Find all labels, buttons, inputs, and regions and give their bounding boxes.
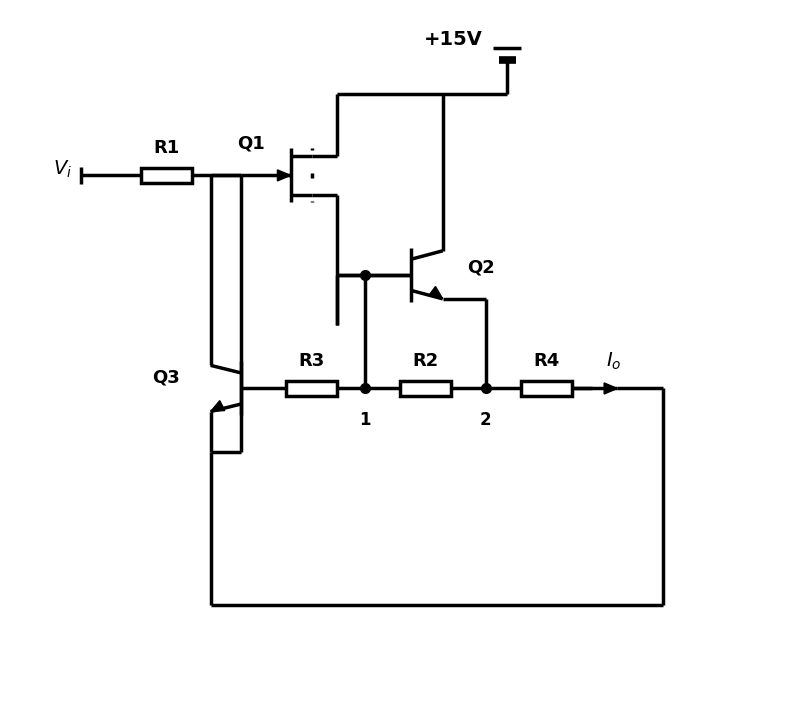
Bar [141, 168, 192, 183]
Text: R3: R3 [299, 352, 325, 371]
Text: 2: 2 [480, 411, 492, 429]
Polygon shape [604, 383, 617, 394]
Polygon shape [429, 287, 442, 299]
Text: R4: R4 [533, 352, 560, 371]
Bar [400, 381, 451, 396]
Text: $V_i$: $V_i$ [54, 159, 72, 180]
Bar [521, 381, 572, 396]
Text: R2: R2 [412, 352, 438, 371]
Text: Q1: Q1 [238, 135, 265, 153]
Text: 1: 1 [360, 411, 371, 429]
Polygon shape [278, 170, 290, 181]
Text: Q2: Q2 [467, 259, 495, 277]
Text: +15V: +15V [423, 29, 482, 48]
Bar [286, 381, 338, 396]
Text: $I_o$: $I_o$ [606, 351, 622, 372]
Text: Q3: Q3 [153, 369, 180, 387]
Polygon shape [211, 401, 225, 411]
Text: R1: R1 [153, 140, 179, 158]
